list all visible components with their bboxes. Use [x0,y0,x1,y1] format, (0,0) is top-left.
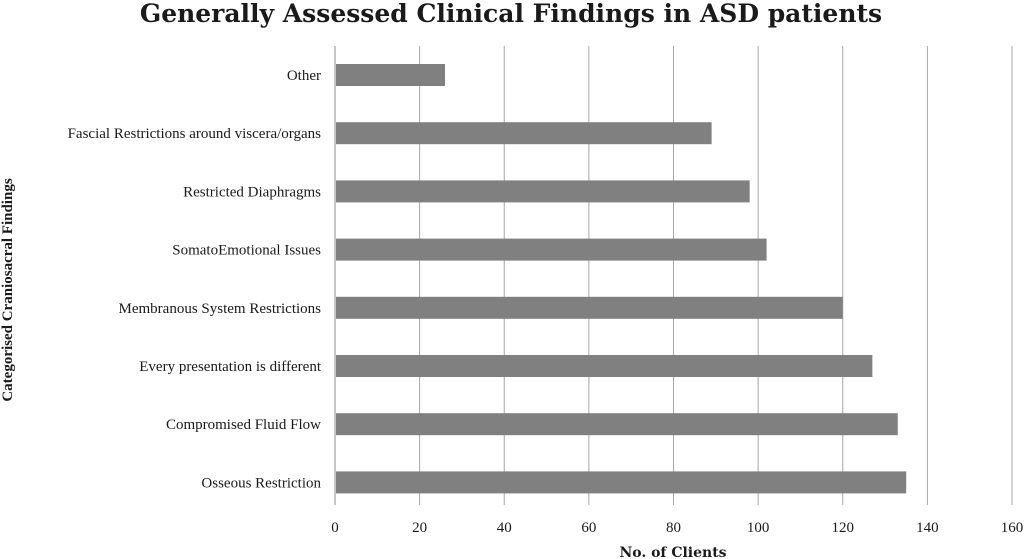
y-axis-title: Categorised Craniosacral Findings [0,178,16,401]
category-label: Other [287,68,321,84]
bar [336,413,898,436]
category-labels: Other Fascial Restrictions around viscera… [68,68,322,491]
x-tick-label: 160 [1001,520,1024,536]
category-label: Restricted Diaphragms [183,184,321,200]
bar [336,296,843,319]
x-axis-title: No. of Clients [619,545,726,559]
bar [336,355,873,377]
x-tick-label: 80 [666,520,681,536]
category-label: Osseous Restriction [201,475,321,491]
category-label: SomatoEmotional Issues [172,243,321,259]
bars [336,64,907,494]
category-label: Membranous System Restrictions [119,301,322,317]
gridlines [334,46,1013,505]
bar [336,64,446,86]
bar [336,180,750,203]
x-tick-label: 20 [412,520,427,536]
x-tick-label: 60 [581,520,596,536]
x-tick-label: 100 [747,520,770,536]
category-label: Compromised Fluid Flow [166,417,321,433]
x-tick-label: 120 [832,520,855,536]
bar [336,122,712,145]
x-tick-label: 140 [916,520,939,536]
x-tick-labels: 0 20 40 60 80 100 120 140 160 [331,520,1023,536]
x-tick-label: 0 [331,520,339,536]
category-label: Every presentation is different [139,359,322,375]
x-tick-label: 40 [497,520,512,536]
bar [336,471,907,494]
bar [336,238,767,261]
category-label: Fascial Restrictions around viscera/orga… [68,126,322,142]
chart-title: Generally Assessed Clinical Findings in … [140,0,882,28]
